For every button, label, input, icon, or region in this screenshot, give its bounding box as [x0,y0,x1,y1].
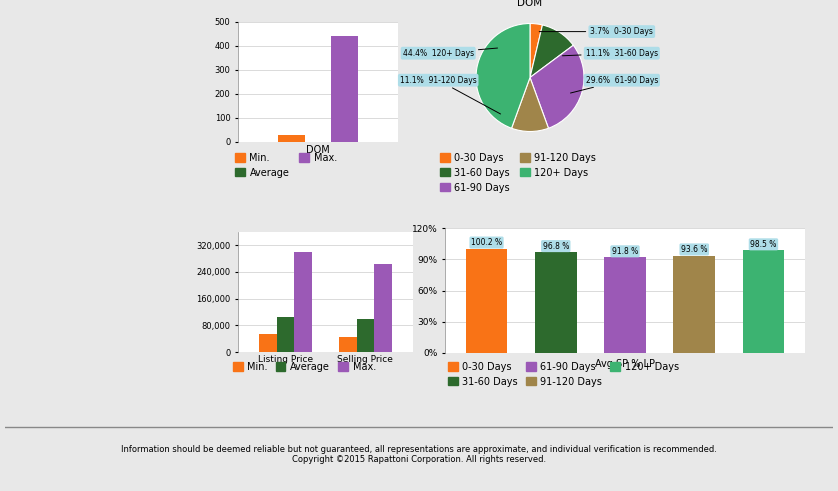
Wedge shape [530,24,542,78]
Wedge shape [476,24,530,128]
Bar [466,248,507,353]
Text: 44.4%  120+ Days: 44.4% 120+ Days [402,48,498,58]
Bar [339,337,356,352]
Text: 93.6 %: 93.6 % [681,245,707,254]
Text: 29.6%  61-90 Days: 29.6% 61-90 Days [571,76,658,93]
Legend: Min., Average, Max.: Min., Average, Max. [233,362,375,372]
Bar [278,135,305,142]
Bar [294,252,312,352]
X-axis label: Avg SP % LP: Avg SP % LP [595,358,655,369]
Legend: 0-30 Days, 31-60 Days, 61-90 Days, 91-120 Days, 120+ Days: 0-30 Days, 31-60 Days, 61-90 Days, 91-12… [447,362,679,387]
Title: DOM: DOM [517,0,542,8]
Bar [356,319,374,352]
Bar [674,255,715,353]
Text: 11.1%  91-120 Days: 11.1% 91-120 Days [400,76,500,114]
Text: 96.8 %: 96.8 % [542,242,569,250]
Text: 3.7%  0-30 Days: 3.7% 0-30 Days [540,27,654,36]
Wedge shape [511,78,548,132]
Bar [535,252,577,353]
Text: 91.8 %: 91.8 % [612,247,638,256]
Legend: 0-30 Days, 31-60 Days, 61-90 Days, 91-120 Days, 120+ Days: 0-30 Days, 31-60 Days, 61-90 Days, 91-12… [440,153,597,192]
Text: 11.1%  31-60 Days: 11.1% 31-60 Days [562,49,658,58]
Bar [260,334,277,352]
Bar [604,257,646,353]
Text: Information should be deemed reliable but not guaranteed, all representations ar: Information should be deemed reliable bu… [121,445,717,464]
Text: 98.5 %: 98.5 % [750,240,777,249]
Bar [277,317,294,352]
Bar [374,264,391,352]
Wedge shape [530,25,573,78]
Bar [742,250,784,353]
Wedge shape [530,45,584,128]
Legend: Min., Average, Max.: Min., Average, Max. [235,153,337,178]
Text: 100.2 %: 100.2 % [471,238,502,247]
Bar [331,36,358,142]
